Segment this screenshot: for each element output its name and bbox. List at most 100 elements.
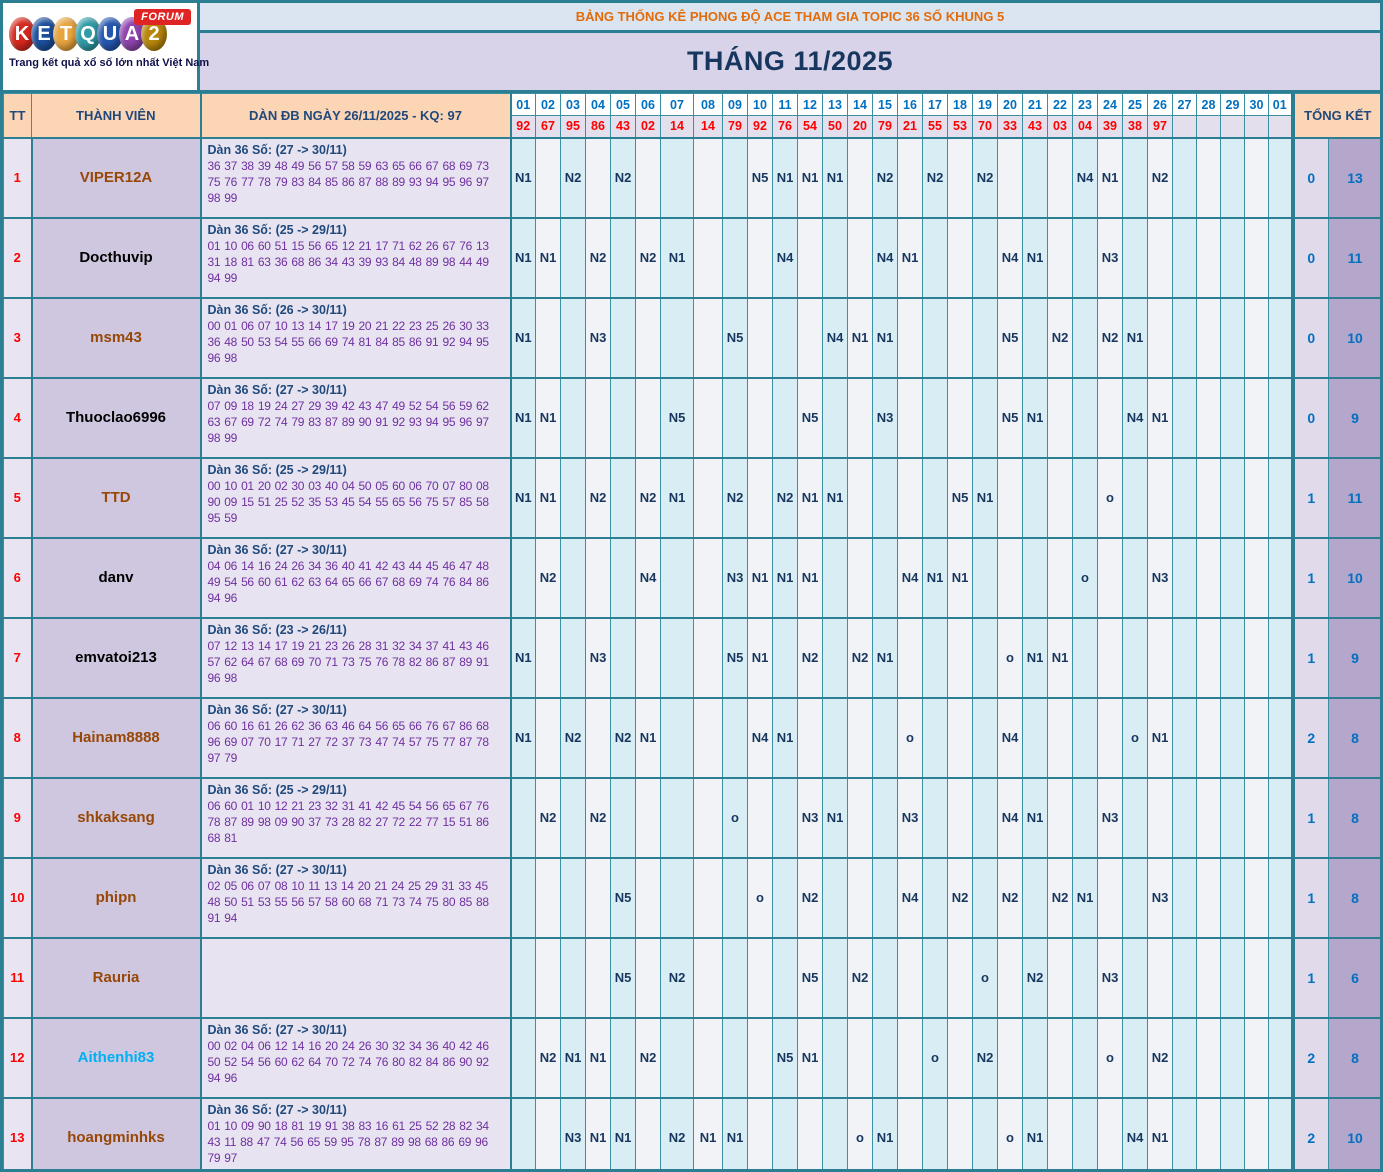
member-name: Thuoclao6996: [31, 376, 202, 458]
mark-cell-day-02: [535, 936, 561, 1018]
mark-cell-day-11: N1: [772, 536, 798, 618]
mark-cell-day-18: [947, 776, 973, 858]
member-name: danv: [31, 536, 202, 618]
mark-cell-day-18: [947, 1016, 973, 1098]
dan-cell: Dàn 36 Số: (27 -> 30/11) 01 10 09 90 18 8…: [200, 1096, 512, 1169]
mark-cell-day-17: [922, 776, 948, 858]
mark-cell-day-05: N5: [610, 936, 636, 1018]
mark-cell-day-30: [1244, 936, 1269, 1018]
total-lost: 0: [1290, 376, 1329, 458]
row-index: 9: [3, 776, 33, 858]
mark-cell-day-01b: [1268, 616, 1293, 698]
mark-cell-day-03: [560, 296, 586, 378]
mark-cell-day-21: N1: [1022, 776, 1048, 858]
mark-cell-day-06: N4: [635, 536, 661, 618]
col-header-tongket: TỔNG KẾT: [1290, 93, 1380, 138]
mark-cell-day-23: N4: [1072, 136, 1098, 218]
day-result-14: 20: [847, 115, 873, 138]
mark-cell-day-09: [722, 136, 748, 218]
mark-cell-day-16: [897, 376, 923, 458]
mark-cell-day-24: [1097, 856, 1123, 938]
mark-cell-day-08: [693, 136, 723, 218]
mark-cell-day-12: N5: [797, 376, 823, 458]
mark-cell-day-03: [560, 376, 586, 458]
member-row-TTD: 5 TTD Dàn 36 Số: (25 -> 29/11) 00 10 01 20 …: [3, 456, 1380, 538]
mark-cell-day-15: N1: [872, 1096, 898, 1169]
day-result-28: [1196, 115, 1221, 138]
total-won: 10: [1328, 1096, 1380, 1169]
mark-cell-day-14: [847, 456, 873, 538]
mark-cell-day-18: [947, 216, 973, 298]
mark-cell-day-13: [822, 376, 848, 458]
day-header-20: 20: [997, 93, 1023, 116]
day-header-24: 24: [1097, 93, 1123, 116]
mark-cell-day-04: N2: [585, 776, 611, 858]
mark-cell-day-26: [1147, 776, 1173, 858]
member-row-Thuoclao6996: 4 Thuoclao6996 Dàn 36 Số: (27 -> 30/11) 07 …: [3, 376, 1380, 458]
dan-frame-label: Dàn 36 Số: (27 -> 30/11): [207, 862, 347, 877]
dan-frame-label: Dàn 36 Số: (25 -> 29/11): [207, 222, 347, 237]
mark-cell-day-06: N1: [635, 696, 661, 778]
day-header-10: 10: [747, 93, 773, 116]
mark-cell-day-28: [1196, 936, 1221, 1018]
total-lost: 2: [1290, 1096, 1329, 1169]
mark-cell-day-26: N3: [1147, 536, 1173, 618]
member-name: Rauria: [31, 936, 202, 1018]
mark-cell-day-13: [822, 1016, 848, 1098]
total-won: 6: [1328, 936, 1380, 1018]
mark-cell-day-12: N1: [797, 536, 823, 618]
day-result-20: 33: [997, 115, 1023, 138]
mark-cell-day-01b: [1268, 456, 1293, 538]
mark-cell-day-17: [922, 616, 948, 698]
mark-cell-day-25: [1122, 856, 1148, 938]
member-name: Docthuvip: [31, 216, 202, 298]
mark-cell-day-23: o: [1072, 536, 1098, 618]
mark-cell-day-03: N1: [560, 1016, 586, 1098]
mark-cell-day-05: [610, 296, 636, 378]
mark-cell-day-10: [747, 216, 773, 298]
day-result-01b: [1268, 115, 1293, 138]
mark-cell-day-13: [822, 696, 848, 778]
dan-cell: Dàn 36 Số: (25 -> 29/11) 01 10 06 60 51 1…: [200, 216, 512, 298]
mark-cell-day-02: N1: [535, 456, 561, 538]
mark-cell-day-25: [1122, 136, 1148, 218]
mark-cell-day-27: [1172, 776, 1197, 858]
member-name: shkaksang: [31, 776, 202, 858]
mark-cell-day-04: [585, 696, 611, 778]
titles: BẢNG THỐNG KÊ PHONG ĐỘ ACE THAM GIA TOPI…: [200, 3, 1380, 90]
mark-cell-day-14: N2: [847, 936, 873, 1018]
mark-cell-day-22: N2: [1047, 296, 1073, 378]
mark-cell-day-01: [510, 936, 536, 1018]
day-result-22: 03: [1047, 115, 1073, 138]
mark-cell-day-25: [1122, 456, 1148, 538]
mark-cell-day-09: [722, 696, 748, 778]
dan-cell: Dàn 36 Số: (26 -> 30/11) 00 01 06 07 10 1…: [200, 296, 512, 378]
mark-cell-day-11: N2: [772, 456, 798, 538]
mark-cell-day-12: [797, 1096, 823, 1169]
mark-cell-day-11: N1: [772, 696, 798, 778]
mark-cell-day-01b: [1268, 936, 1293, 1018]
mark-cell-day-09: N3: [722, 536, 748, 618]
mark-cell-day-29: [1220, 856, 1245, 938]
dan-cell: Dàn 36 Số: (27 -> 30/11) 02 05 06 07 08 1…: [200, 856, 512, 938]
mark-cell-day-20: o: [997, 1096, 1023, 1169]
mark-cell-day-05: N2: [610, 696, 636, 778]
mark-cell-day-17: N1: [922, 536, 948, 618]
dan-numbers: 01 10 09 90 18 81 19 91 38 83 16 61 25 5…: [207, 1118, 490, 1165]
member-row-VIPER12A: 1 VIPER12A Dàn 36 Số: (27 -> 30/11) 36 37 3…: [3, 136, 1380, 218]
day-result-07: 14: [660, 115, 694, 138]
mark-cell-day-20: N4: [997, 696, 1023, 778]
mark-cell-day-13: [822, 936, 848, 1018]
row-index: 2: [3, 216, 33, 298]
mark-cell-day-29: [1220, 1096, 1245, 1169]
mark-cell-day-14: [847, 376, 873, 458]
mark-cell-day-07: [660, 696, 694, 778]
mark-cell-day-29: [1220, 216, 1245, 298]
mark-cell-day-02: [535, 696, 561, 778]
day-header-05: 05: [610, 93, 636, 116]
mark-cell-day-24: N3: [1097, 936, 1123, 1018]
dan-numbers: 04 06 14 16 24 26 34 36 40 41 42 43 44 4…: [207, 558, 490, 605]
mark-cell-day-16: o: [897, 696, 923, 778]
mark-cell-day-20: [997, 1016, 1023, 1098]
